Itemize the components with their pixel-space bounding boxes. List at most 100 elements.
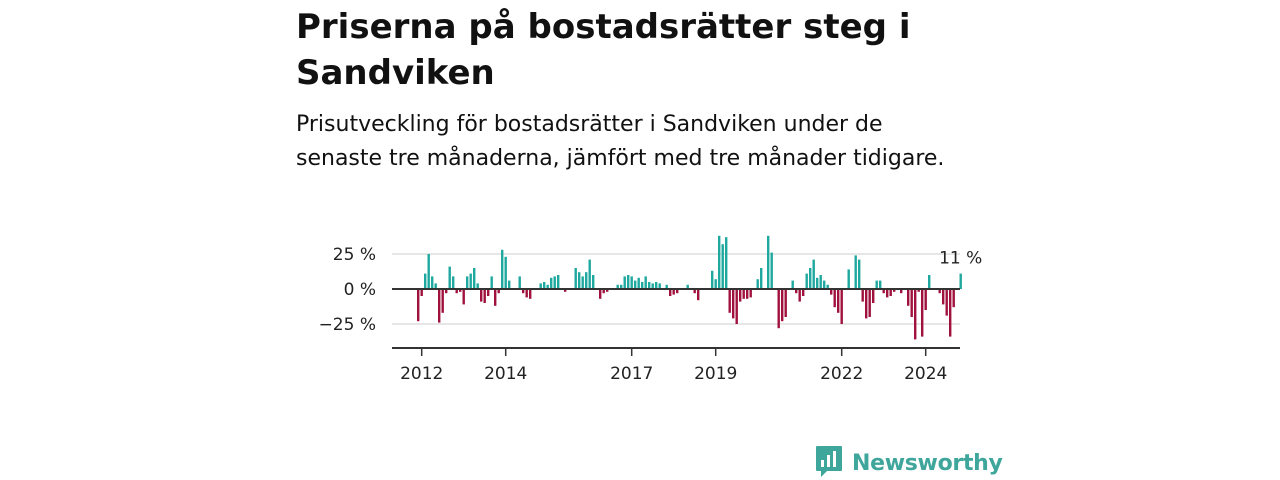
bar <box>798 289 801 302</box>
bar <box>889 289 892 296</box>
bar <box>900 289 903 294</box>
bar <box>833 289 836 308</box>
bar <box>539 283 542 289</box>
bar <box>546 284 549 289</box>
bar <box>693 289 696 294</box>
bar <box>574 268 577 289</box>
bar <box>665 284 668 289</box>
bar <box>494 289 497 306</box>
bar <box>872 289 875 303</box>
bar <box>795 289 798 294</box>
x-tick-label: 2012 <box>400 364 443 384</box>
bar <box>837 289 840 313</box>
bar <box>742 289 745 299</box>
bar <box>959 273 962 289</box>
bar <box>522 289 525 294</box>
bar <box>452 276 455 289</box>
bar <box>602 289 605 294</box>
bar <box>735 289 738 324</box>
bar <box>606 289 609 292</box>
bar <box>770 252 773 289</box>
bar <box>581 276 584 289</box>
bar <box>781 289 784 322</box>
x-tick-label: 2014 <box>484 364 527 384</box>
bar <box>588 259 591 289</box>
newsworthy-brand: Newsworthy <box>814 446 1003 480</box>
bar <box>879 280 882 289</box>
bar <box>459 289 462 292</box>
bar <box>529 289 532 299</box>
bar <box>686 284 689 289</box>
bar <box>676 289 679 294</box>
bar <box>669 289 672 296</box>
gridlines <box>392 253 960 325</box>
bar <box>476 283 479 289</box>
bar <box>893 289 896 292</box>
bar <box>714 279 717 289</box>
bar <box>504 256 507 289</box>
bar <box>466 276 469 289</box>
bar <box>585 272 588 289</box>
bar <box>445 289 448 294</box>
bar <box>910 289 913 317</box>
bar <box>749 289 752 298</box>
bar <box>658 283 661 289</box>
bar <box>473 268 476 289</box>
bar <box>469 273 472 289</box>
bar <box>816 277 819 289</box>
bar <box>434 283 437 289</box>
y-tick-label: −25 % <box>319 315 376 335</box>
x-tick-label: 2017 <box>610 364 653 384</box>
brand-name: Newsworthy <box>852 450 1003 476</box>
bar <box>718 235 721 289</box>
bar <box>438 289 441 323</box>
bar <box>952 289 955 308</box>
bar <box>784 289 787 317</box>
bar <box>777 289 780 329</box>
bar <box>620 284 623 289</box>
bar <box>630 276 633 289</box>
y-tick-label: 25 % <box>333 245 376 265</box>
bar <box>420 289 423 296</box>
bar <box>648 282 651 289</box>
bar <box>462 289 465 305</box>
bar <box>882 289 885 294</box>
bar <box>518 276 521 289</box>
x-tick-label: 2022 <box>820 364 863 384</box>
bar <box>448 266 451 289</box>
x-ticks: 2012 2014 2017 2019 2022 2024 <box>400 348 947 384</box>
bar <box>949 289 952 337</box>
bar <box>672 289 675 295</box>
bar <box>480 289 483 302</box>
bar <box>830 289 833 295</box>
bar <box>739 289 742 302</box>
bar <box>644 276 647 289</box>
bar <box>655 282 658 289</box>
bar <box>424 273 427 289</box>
bar <box>592 275 595 289</box>
newsworthy-logo-icon <box>814 444 844 480</box>
bar <box>431 276 434 289</box>
bar <box>455 289 458 294</box>
bar <box>847 269 850 289</box>
bar <box>725 237 728 289</box>
bar <box>942 289 945 305</box>
bar <box>578 272 581 289</box>
bar <box>746 289 749 299</box>
bar <box>802 289 805 296</box>
x-tick-label: 2024 <box>904 364 947 384</box>
bar <box>697 289 700 301</box>
bar <box>721 244 724 289</box>
bar <box>637 277 640 289</box>
bar <box>854 255 857 289</box>
x-tick-label: 2019 <box>694 364 737 384</box>
bar <box>809 268 812 289</box>
bar <box>760 268 763 289</box>
bar <box>599 289 602 299</box>
bar <box>805 273 808 289</box>
bars <box>417 235 962 340</box>
bar <box>497 289 500 294</box>
bar <box>945 289 948 316</box>
bar <box>711 270 714 289</box>
